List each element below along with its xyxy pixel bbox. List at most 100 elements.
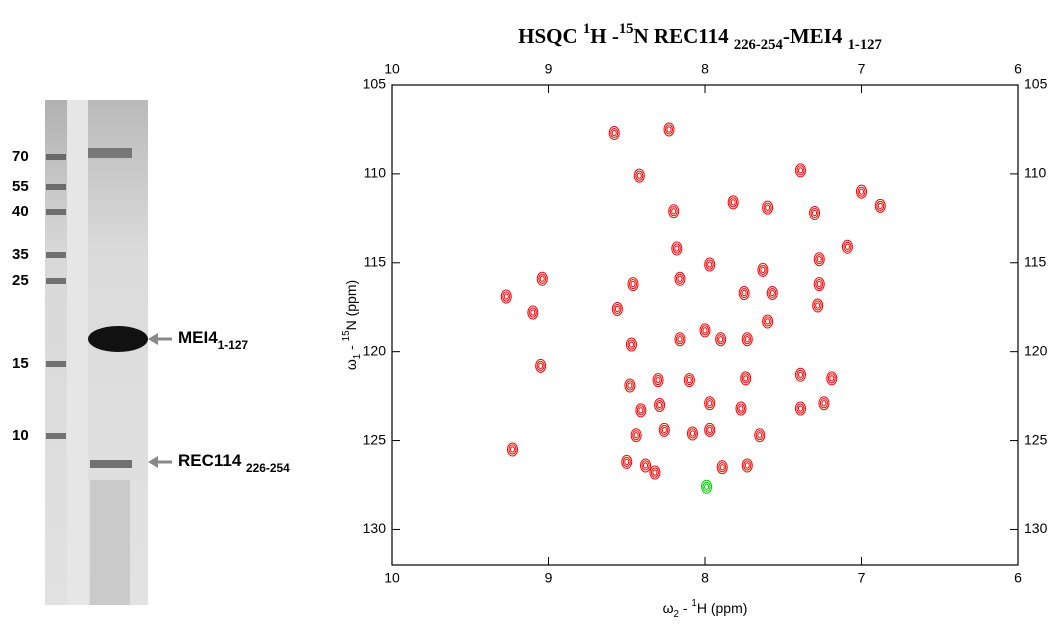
peak-contour [705, 398, 714, 409]
peak-contour [829, 375, 835, 382]
text-segment: 15 [341, 330, 352, 341]
x-tick-label: 9 [545, 570, 553, 586]
peak-contour [661, 426, 667, 433]
peak-contour [716, 460, 728, 475]
peak-contour [741, 373, 750, 384]
peak-contour [707, 426, 713, 433]
ladder-label: 70 [12, 148, 29, 165]
x-axis-label: ω2 - 1H (ppm) [663, 598, 748, 620]
peak [658, 422, 670, 437]
peak-contour [699, 323, 711, 338]
peak-contour [740, 371, 752, 386]
peak-contour [636, 405, 645, 416]
peak-contour [655, 377, 661, 384]
peak-contour [641, 460, 650, 471]
peak [527, 305, 539, 320]
text-segment: 2 [674, 609, 679, 620]
text-segment: 1-127 [848, 37, 882, 53]
peak-contour [794, 367, 806, 382]
peak-contour [744, 462, 750, 469]
peak-contour [627, 382, 633, 389]
peak-contour [762, 314, 774, 329]
peak-contour [671, 241, 683, 256]
peak-contour [874, 198, 886, 213]
peak [608, 126, 620, 140]
y-tick-label: 115 [1024, 253, 1047, 269]
peak-contour [743, 460, 752, 471]
x-tick-label: 7 [858, 570, 866, 586]
peak-contour [877, 202, 883, 209]
peak-contour [652, 373, 664, 388]
text-segment: HSQC [518, 24, 583, 48]
text-segment: ω [343, 359, 359, 370]
peak-contour [665, 124, 674, 135]
peak-contour [701, 479, 713, 494]
peak-contour [638, 407, 644, 414]
y-tick-label: 125 [363, 431, 387, 447]
peak [704, 396, 716, 411]
peak [826, 371, 838, 386]
x-tick-label: 7 [858, 61, 866, 77]
peak-contour [796, 403, 805, 414]
peak-contour [500, 289, 512, 304]
peak [654, 398, 666, 412]
peak-contour [539, 275, 545, 282]
peak-contour [621, 454, 633, 469]
peak-contour [633, 432, 639, 439]
y-tick-label: 120 [1024, 342, 1048, 358]
peak [627, 277, 639, 292]
peak [794, 163, 806, 178]
ladder-band [46, 209, 66, 215]
peak-contour [843, 241, 852, 252]
peak-contour [715, 332, 727, 347]
peak-contour [757, 432, 763, 439]
peak-contour [636, 172, 642, 179]
ladder-label: 25 [12, 272, 29, 289]
peak-contour [650, 467, 659, 478]
peak [625, 337, 637, 352]
text-segment: 1-127 [218, 338, 249, 352]
text-segment: 15 [619, 21, 634, 37]
ladder-band [46, 433, 66, 439]
peak-contour [796, 165, 805, 176]
peak-contour [794, 163, 806, 178]
peak-contour [718, 462, 727, 473]
peak [794, 401, 806, 416]
peak-contour [812, 209, 818, 217]
peak-contour [630, 428, 642, 443]
peak-contour [625, 337, 637, 352]
ladder-label: 10 [12, 427, 29, 444]
peak-contour [816, 256, 822, 263]
peak-contour [627, 277, 639, 292]
peak-contour [702, 327, 708, 334]
text-segment: 1 [691, 598, 696, 609]
peak [874, 198, 886, 213]
peak-contour [809, 206, 821, 220]
peak [716, 460, 728, 475]
peak-contour [686, 426, 698, 441]
text-segment: MEI4 [178, 328, 218, 347]
peak-contour [797, 167, 803, 174]
peak-contour [740, 287, 749, 299]
peak [762, 200, 774, 215]
ladder-band [46, 252, 66, 258]
peak-contour [736, 403, 745, 414]
peak-contour [530, 309, 536, 316]
text-segment: N (ppm) [343, 280, 359, 331]
peak-contour [686, 377, 692, 384]
peak-contour [503, 293, 509, 300]
x-tick-label: 6 [1014, 61, 1022, 77]
peak-contour [608, 126, 620, 140]
x-tick-label: 8 [701, 61, 709, 77]
peak-contour [762, 200, 774, 215]
peak-contour [510, 446, 516, 453]
peak-contour [668, 204, 680, 219]
peak-contour [815, 302, 821, 309]
peak-contour [757, 262, 769, 277]
ladder-label: 55 [12, 178, 29, 195]
peak-contour [841, 239, 853, 254]
peak [640, 458, 652, 473]
peak-contour [671, 208, 677, 215]
peak-contour [815, 254, 824, 265]
